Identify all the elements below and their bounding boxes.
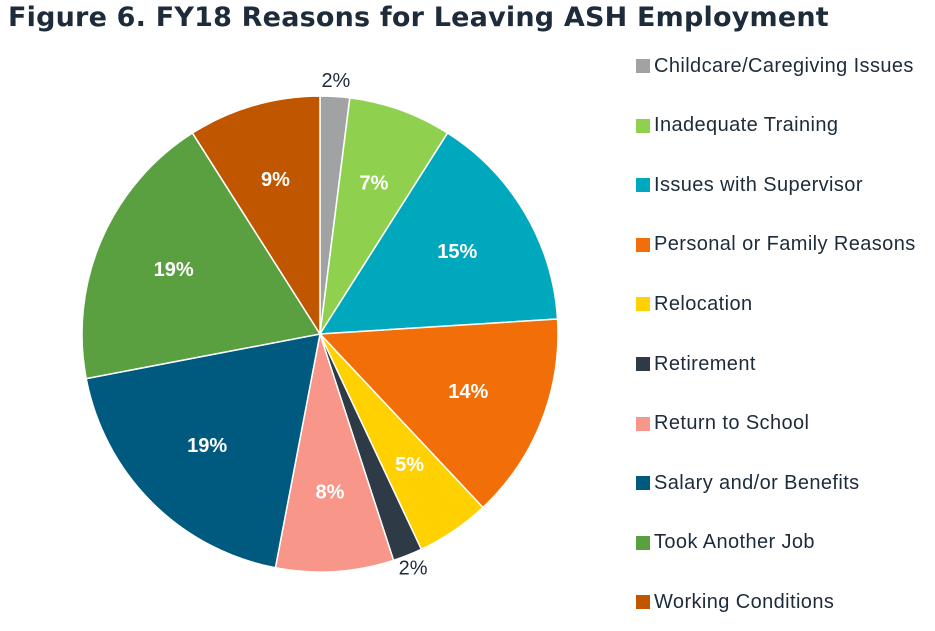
- legend-label: Inadequate Training: [654, 114, 839, 137]
- legend-item: Took Another Job: [636, 530, 815, 556]
- pie-slice-3: [318, 132, 559, 335]
- chart-title: Figure 6. FY18 Reasons for Leaving ASH E…: [8, 2, 829, 33]
- legend-label: Took Another Job: [654, 531, 815, 554]
- legend-item: Relocation: [636, 291, 753, 317]
- legend-swatch: [636, 535, 650, 550]
- legend-item: Inadequate Training: [636, 113, 838, 139]
- data-label-4: 14%: [448, 381, 488, 403]
- pie-slice-4: [318, 318, 559, 509]
- legend-item: Childcare/Caregiving Issues: [636, 53, 914, 79]
- pie-slice-7: [274, 333, 395, 573]
- legend-swatch: [636, 59, 650, 73]
- legend-swatch: [636, 416, 650, 431]
- legend-item: Return to School: [636, 411, 809, 437]
- legend-swatch: [636, 595, 650, 610]
- legend-item: Working Conditions: [636, 589, 834, 615]
- data-label-8: 19%: [187, 435, 227, 457]
- legend-swatch: [636, 237, 650, 252]
- legend-swatch: [636, 476, 650, 491]
- pie-slice-10: [191, 95, 321, 337]
- legend-item: Issues with Supervisor: [636, 172, 863, 198]
- pie-slice-9: [81, 132, 322, 380]
- data-label-3: 15%: [437, 241, 477, 263]
- data-label-6: 2%: [399, 557, 428, 579]
- legend-label: Retirement: [654, 352, 756, 375]
- legend-label: Return to School: [654, 412, 810, 435]
- legend-label: Personal or Family Reasons: [654, 233, 916, 256]
- data-label-5: 5%: [395, 454, 424, 476]
- legend-label: Relocation: [654, 292, 753, 315]
- pie-slice-2: [319, 97, 449, 335]
- legend-label: Issues with Supervisor: [654, 173, 863, 196]
- data-label-9: 19%: [154, 259, 194, 281]
- data-label-1: 2%: [321, 70, 350, 92]
- pie-chart: 2% 7% 15% 14% 5% 2% 8% 19% 19% 9%: [81, 70, 559, 579]
- legend-item: Personal or Family Reasons: [636, 232, 916, 258]
- legend-swatch: [636, 297, 650, 312]
- legend-item: Salary and/or Benefits: [636, 470, 860, 496]
- legend-swatch: [636, 118, 650, 133]
- data-label-10: 9%: [261, 169, 290, 191]
- data-label-2: 7%: [360, 172, 389, 194]
- legend-swatch: [636, 357, 650, 371]
- legend-label: Childcare/Caregiving Issues: [654, 54, 914, 77]
- legend: Childcare/Caregiving Issues Inadequate Tr…: [636, 53, 935, 628]
- legend-label: Salary and/or Benefits: [654, 471, 860, 494]
- legend-swatch: [636, 178, 650, 193]
- legend-label: Working Conditions: [654, 590, 835, 613]
- pie-slice-8: [85, 333, 321, 569]
- legend-item: Retirement: [636, 351, 756, 377]
- data-label-7: 8%: [316, 481, 345, 503]
